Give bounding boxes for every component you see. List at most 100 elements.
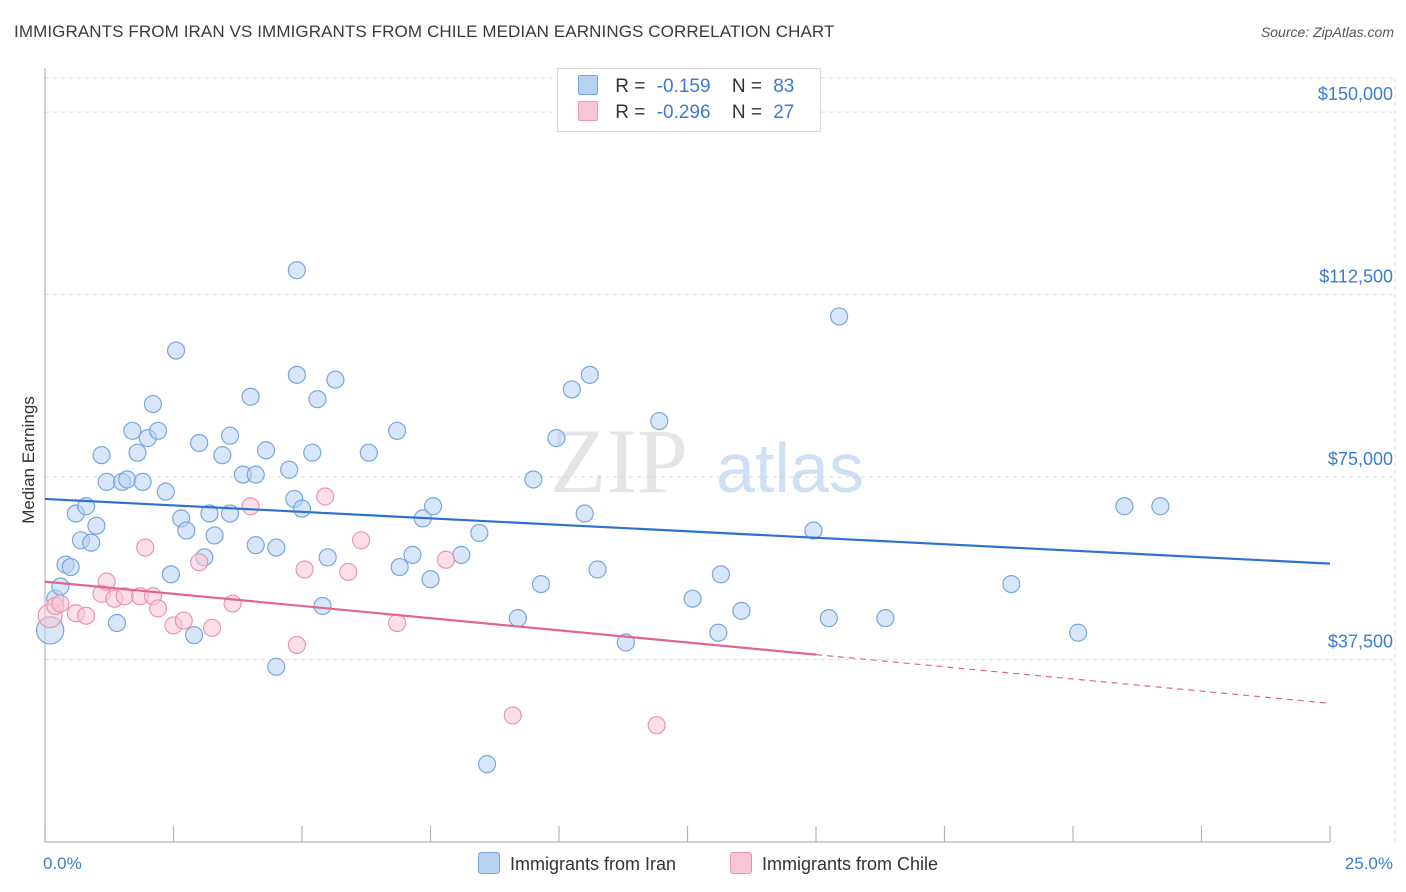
iran-point <box>246 536 265 555</box>
legend-row-chile: R = -0.296 N = 27 <box>578 101 794 125</box>
iran-point <box>166 341 186 360</box>
legend-swatch-iran <box>578 75 598 95</box>
legend-n-value: 83 <box>773 76 795 97</box>
legend-n-label: N = <box>731 102 762 123</box>
iran-point <box>616 633 635 652</box>
iran-point <box>177 521 196 540</box>
iran-point <box>256 441 276 460</box>
tick-labels: $37,500 $75,000 $112,500 $150,000 0.0% 25.0% <box>43 84 1393 873</box>
chile-point <box>436 550 456 569</box>
iran-point <box>1115 497 1134 516</box>
legend-n-value: 27 <box>773 102 795 123</box>
iran-point <box>267 538 286 557</box>
legend-r-value: -0.159 <box>656 76 711 97</box>
chile-point <box>148 599 168 618</box>
chile-point <box>387 613 407 633</box>
iran-point <box>1002 574 1021 594</box>
iran-trend-line <box>44 497 1331 565</box>
iran-point <box>403 545 422 564</box>
iran-point <box>97 472 116 491</box>
iran-point <box>508 609 527 628</box>
iran-point <box>423 497 443 516</box>
iran-point <box>524 470 543 489</box>
iran-point <box>830 307 849 326</box>
iran-point <box>280 460 299 479</box>
iran-point <box>148 421 168 440</box>
watermark: ZIP atlas <box>550 410 864 512</box>
series-legend: Immigrants from Iran Immigrants from Chi… <box>0 850 1406 880</box>
iran-point <box>575 504 594 523</box>
axes <box>44 68 1331 843</box>
y-tick-label: $112,500 <box>1319 267 1393 287</box>
iran-point <box>588 560 607 579</box>
iran-point <box>470 523 489 543</box>
iran-point <box>359 443 378 462</box>
chile-point <box>223 594 242 613</box>
chile-point <box>77 606 96 625</box>
watermark-atlas: atlas <box>716 429 864 507</box>
legend-item-iran[interactable]: Immigrants from Iran <box>478 852 676 875</box>
iran-point <box>92 446 111 465</box>
iran-point <box>61 557 80 577</box>
iran-point <box>547 429 566 448</box>
iran-point <box>313 596 332 616</box>
chile-point <box>202 618 222 637</box>
iran-point <box>387 421 407 440</box>
iran-point <box>287 261 306 280</box>
data-points <box>35 261 1170 774</box>
trend-lines <box>44 497 1331 704</box>
iran-point <box>123 421 142 440</box>
legend-r-value: -0.296 <box>656 102 711 123</box>
correlation-legend: R = -0.159 N = 83 R = -0.296 N = 27 <box>557 68 821 132</box>
iran-point <box>819 609 838 628</box>
iran-point <box>246 465 265 484</box>
chile-point <box>503 706 522 725</box>
legend-r-label: R = <box>615 102 646 123</box>
chile-point <box>295 560 314 579</box>
chile-point <box>339 562 358 582</box>
iran-point <box>711 565 731 584</box>
iran-point <box>82 533 101 552</box>
iran-point <box>531 574 551 594</box>
iran-point <box>133 472 152 491</box>
iran-point <box>303 443 322 462</box>
chile-trend-extrapolated <box>815 654 1331 704</box>
iran-point <box>118 470 137 489</box>
iran-point <box>107 613 127 633</box>
iran-point <box>213 446 232 465</box>
x-tick-label: 25.0% <box>1345 854 1393 873</box>
iran-point <box>308 390 327 409</box>
legend-label-iran: Immigrants from Iran <box>510 854 677 874</box>
iran-point <box>184 626 204 645</box>
legend-label-chile: Immigrants from Chile <box>762 854 939 874</box>
iran-point <box>156 482 175 501</box>
iran-point <box>562 380 581 399</box>
iran-point <box>267 657 286 676</box>
chile-trend-line <box>44 580 817 656</box>
iran-point <box>326 370 345 389</box>
iran-point <box>128 443 147 462</box>
iran-point <box>1069 623 1088 642</box>
source-label: Source: ZipAtlas.com <box>1260 24 1394 40</box>
iran-point <box>1151 497 1170 516</box>
iran-point <box>87 516 106 535</box>
iran-point <box>580 365 599 384</box>
watermark-zip: ZIP <box>550 410 688 512</box>
y-tick-label: $150,000 <box>1318 84 1393 104</box>
y-tick-label: $75,000 <box>1328 449 1393 469</box>
iran-point <box>318 548 337 567</box>
chile-point <box>287 635 306 655</box>
chile-point <box>97 572 116 591</box>
iran-point <box>220 426 240 445</box>
iran-point <box>477 755 497 774</box>
iran-point <box>292 499 312 518</box>
iran-point <box>421 570 440 589</box>
iran-point <box>452 545 471 564</box>
legend-item-chile[interactable]: Immigrants from Chile <box>730 852 938 875</box>
chile-point <box>241 497 260 516</box>
legend-swatch-chile <box>730 852 752 874</box>
iran-point <box>390 557 409 577</box>
iran-point <box>732 601 751 620</box>
iran-point <box>143 394 163 414</box>
